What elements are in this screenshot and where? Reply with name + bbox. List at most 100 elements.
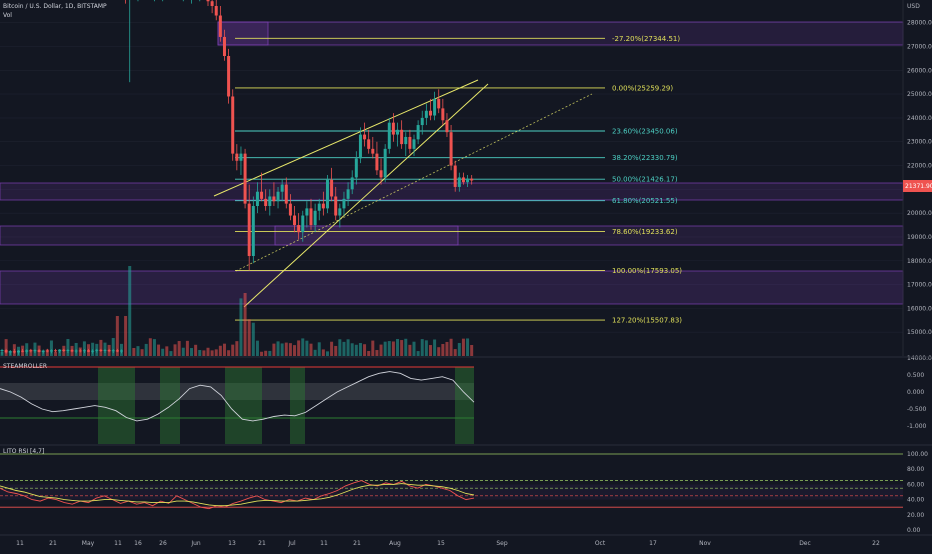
- steamroller-tick-label: 0.000: [907, 389, 924, 396]
- candles: [0, 0, 474, 355]
- candle-body: [453, 165, 457, 187]
- candle-body: [280, 184, 284, 192]
- volume-bar: [152, 339, 156, 356]
- candle-body: [239, 153, 243, 161]
- candle-body: [358, 134, 362, 159]
- volume-bar: [375, 350, 379, 356]
- candle-body: [103, 350, 107, 351]
- time-tick-label: Oct: [595, 540, 606, 547]
- volume-bar: [387, 341, 391, 356]
- candle-body: [4, 350, 8, 353]
- volume-bar: [383, 341, 387, 356]
- candle-body: [206, 0, 210, 2]
- volume-bar: [260, 351, 264, 356]
- volume-bar: [276, 341, 280, 356]
- candle-body: [424, 110, 428, 118]
- fib-label: 38.20%(22330.79): [612, 154, 678, 162]
- candle-body: [437, 98, 441, 109]
- price-tick-label: 15000.00: [907, 329, 932, 336]
- candle-body: [231, 96, 235, 154]
- candle-body: [317, 203, 321, 211]
- candle-body: [12, 351, 16, 353]
- time-tick-label: Sep: [496, 540, 508, 547]
- time-tick-label: Dec: [799, 540, 811, 547]
- volume-bar: [416, 351, 420, 356]
- volume-bar: [288, 343, 292, 356]
- candle-body: [428, 110, 432, 116]
- candle-body: [41, 350, 45, 352]
- time-tick-label: 13: [228, 540, 236, 547]
- volume-bar: [255, 340, 259, 356]
- volume-bar: [148, 338, 152, 356]
- volume-bar: [404, 338, 408, 356]
- candle-body: [74, 350, 78, 352]
- rsi-signal-line: [0, 483, 475, 507]
- candle-body: [309, 208, 313, 226]
- price-tick-label: 20000.00: [907, 210, 932, 217]
- candle-body: [342, 198, 346, 209]
- candle-body: [441, 108, 445, 121]
- volume-bar: [218, 345, 222, 356]
- candle-body: [45, 350, 49, 352]
- volume-bar: [140, 349, 144, 356]
- candle-body: [284, 184, 288, 204]
- steamroller-tick-label: -0.500: [907, 406, 927, 413]
- candle-body: [338, 208, 342, 216]
- volume-bar: [185, 340, 189, 356]
- steamroller-green-zone: [225, 367, 262, 444]
- candle-body: [408, 136, 412, 149]
- candle-body: [383, 148, 387, 178]
- chart-title: Bitcoin / U.S. Dollar, 1D, BITSTAMP: [3, 3, 107, 10]
- candle-body: [247, 203, 251, 256]
- volume-bar: [157, 344, 161, 356]
- time-tick-label: 21: [258, 540, 266, 547]
- candle-body: [87, 350, 91, 352]
- volume-bar: [367, 350, 371, 356]
- candle-body: [350, 177, 354, 190]
- volume-bar: [309, 343, 313, 356]
- volume-bar: [420, 339, 424, 356]
- rsi-tick-label: 20.00: [907, 512, 924, 519]
- price-tick-label: 18000.00: [907, 258, 932, 265]
- candle-body: [218, 15, 222, 37]
- steamroller-line: [0, 371, 475, 422]
- time-tick-label: 22: [872, 540, 880, 547]
- candle-body: [58, 349, 62, 352]
- volume-bar: [441, 343, 445, 356]
- volume-bar: [297, 340, 301, 356]
- volume-bar: [321, 349, 325, 356]
- volume-bar: [177, 341, 181, 356]
- volume-bar: [33, 342, 37, 356]
- volume-bar: [301, 338, 305, 356]
- candle-body: [396, 129, 400, 135]
- price-tick-label: 26000.00: [907, 67, 932, 74]
- fib-label: 23.60%(23450.06): [612, 127, 678, 135]
- volume-bar: [424, 340, 428, 356]
- candle-body: [95, 349, 99, 351]
- volume-bar: [198, 350, 202, 356]
- volume-bar: [346, 339, 350, 356]
- candle-body: [346, 189, 350, 199]
- volume-bar: [330, 341, 334, 356]
- volume-bar: [358, 343, 362, 356]
- price-tick-label: 28000.00: [907, 20, 932, 27]
- candle-body: [354, 158, 358, 178]
- volume-bar: [210, 350, 214, 356]
- candle-body: [325, 179, 329, 209]
- price-tick-label: 25000.00: [907, 91, 932, 98]
- volume-bar: [457, 343, 461, 356]
- volume-bar: [202, 350, 206, 356]
- candle-body: [457, 177, 461, 187]
- candle-body: [227, 56, 231, 97]
- volume-bar: [206, 347, 210, 356]
- candle-body: [235, 153, 239, 161]
- candle-body: [78, 350, 82, 352]
- time-tick-label: 16: [134, 540, 142, 547]
- candle-body: [0, 350, 4, 352]
- volume-bar: [400, 340, 404, 356]
- volume-bar: [268, 350, 272, 356]
- candle-body: [214, 6, 218, 16]
- volume-bar: [453, 349, 457, 356]
- candle-body: [54, 350, 58, 352]
